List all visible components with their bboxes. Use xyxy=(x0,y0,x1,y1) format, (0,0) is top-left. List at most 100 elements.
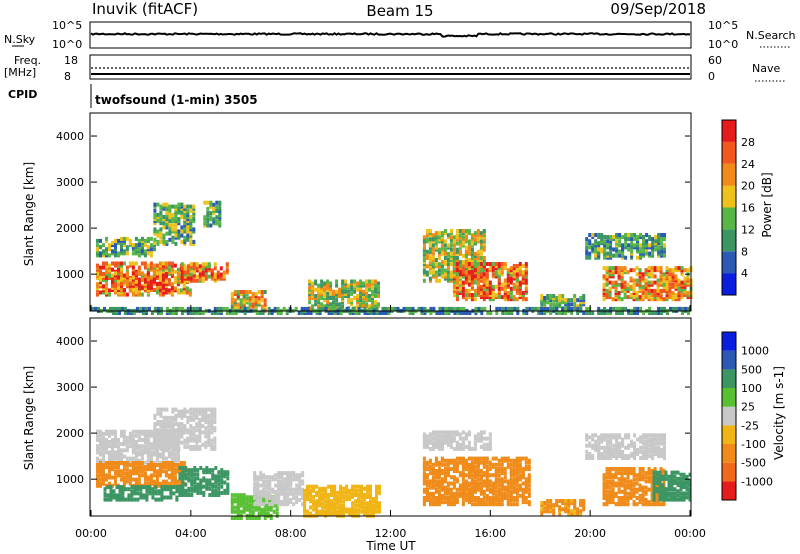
heatmap-cell xyxy=(576,304,580,309)
heatmap-cell xyxy=(678,306,681,311)
heatmap-cell xyxy=(152,463,156,467)
heatmap-cell xyxy=(518,493,522,498)
heatmap-cell xyxy=(253,477,257,482)
heatmap-cell xyxy=(458,487,462,492)
heatmap-cell xyxy=(189,204,193,209)
heatmap-cell xyxy=(173,467,177,472)
heatmap-cell xyxy=(321,509,325,514)
heatmap-cell xyxy=(354,507,358,512)
heatmap-cell xyxy=(641,276,645,281)
heatmap-cell xyxy=(434,436,438,441)
heatmap-cell xyxy=(524,291,528,295)
heatmap-cell xyxy=(651,241,655,246)
heatmap-cell xyxy=(338,291,342,296)
heatmap-cell xyxy=(626,288,630,293)
freq-tick-bottom: 8 xyxy=(64,70,71,83)
heatmap-cell xyxy=(143,429,147,434)
heatmap-cell xyxy=(306,497,310,502)
heatmap-cell xyxy=(425,270,429,275)
heatmap-cell xyxy=(458,288,462,293)
heatmap-cell xyxy=(503,475,507,480)
heatmap-cell xyxy=(494,493,498,498)
heatmap-cell xyxy=(173,452,177,457)
heatmap-cell xyxy=(482,241,486,246)
heatmap-cell xyxy=(164,461,168,465)
heatmap-cell xyxy=(226,484,230,489)
colorbar-tick-label: 8 xyxy=(741,245,748,258)
heatmap-cell xyxy=(125,448,129,453)
heatmap-cell xyxy=(137,481,141,486)
heatmap-cell xyxy=(239,300,243,305)
heatmap-cell xyxy=(506,479,510,484)
heatmap-cell xyxy=(497,467,501,471)
heatmap-cell xyxy=(108,269,111,274)
heatmap-cell xyxy=(543,509,547,514)
heatmap-cell xyxy=(485,272,489,277)
heatmap-cell xyxy=(377,289,380,294)
heatmap-cell xyxy=(174,217,178,222)
heatmap-cell xyxy=(230,292,234,297)
heatmap-cell xyxy=(177,208,181,213)
heatmap-cell xyxy=(164,469,168,474)
heatmap-cell xyxy=(537,311,541,315)
heatmap-cell xyxy=(657,311,661,315)
heatmap-cell xyxy=(440,438,444,443)
heatmap-cell xyxy=(615,253,619,258)
heatmap-cell xyxy=(196,472,200,477)
heatmap-cell xyxy=(630,243,634,248)
heatmap-cell xyxy=(162,438,166,443)
heatmap-cell xyxy=(312,507,316,512)
heatmap-cell xyxy=(156,411,160,416)
heatmap-cell xyxy=(173,477,177,482)
heatmap-cell xyxy=(470,460,474,465)
heatmap-cell xyxy=(497,483,501,488)
heatmap-cell xyxy=(102,435,105,440)
heatmap-cell xyxy=(509,471,513,476)
heatmap-cell xyxy=(162,415,166,420)
heatmap-cell xyxy=(286,477,290,482)
heatmap-cell xyxy=(195,428,199,433)
heatmap-cell xyxy=(479,272,483,277)
heatmap-cell xyxy=(173,463,177,467)
heatmap-cell xyxy=(425,479,429,484)
heatmap-cell xyxy=(201,264,205,269)
heatmap-cell xyxy=(431,270,435,275)
heatmap-cell xyxy=(614,284,618,289)
heatmap-cell xyxy=(524,266,528,271)
heatmap-cell xyxy=(666,311,669,315)
heatmap-cell xyxy=(491,268,495,273)
heatmap-cell xyxy=(470,256,474,260)
heatmap-cell xyxy=(156,229,160,234)
heatmap-cell xyxy=(434,264,438,269)
heatmap-cell xyxy=(476,456,480,461)
heatmap-cell xyxy=(320,294,324,298)
heatmap-cell xyxy=(219,306,223,311)
heatmap-cell xyxy=(567,499,571,503)
heatmap-cell xyxy=(605,282,609,287)
heatmap-cell xyxy=(446,458,450,463)
heatmap-cell xyxy=(353,283,357,288)
heatmap-cell xyxy=(473,485,477,490)
heatmap-cell xyxy=(455,442,459,447)
heatmap-cell xyxy=(506,485,510,490)
heatmap-cell xyxy=(440,442,444,447)
heatmap-cell xyxy=(674,274,678,279)
heatmap-cell xyxy=(473,481,477,486)
heatmap-cell xyxy=(277,493,281,498)
heatmap-cell xyxy=(506,295,510,300)
heatmap-cell xyxy=(220,472,224,477)
heatmap-cell xyxy=(506,487,510,492)
heatmap-cell xyxy=(606,245,610,250)
heatmap-cell xyxy=(168,229,172,234)
heatmap-cell xyxy=(108,245,111,250)
heatmap-cell xyxy=(225,262,229,267)
heatmap-cell xyxy=(683,280,687,285)
heatmap-cell xyxy=(345,306,349,311)
heatmap-cell xyxy=(181,470,185,475)
heatmap-cell xyxy=(120,469,123,474)
heatmap-cell xyxy=(653,297,657,302)
heatmap-cell xyxy=(215,200,219,205)
heatmap-cell xyxy=(642,311,646,315)
heatmap-cell xyxy=(204,262,208,267)
heatmap-cell xyxy=(446,442,450,447)
